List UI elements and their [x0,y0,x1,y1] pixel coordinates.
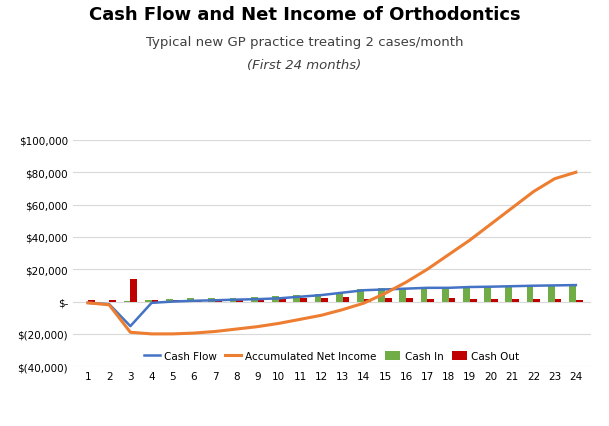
Cash Flow [297,294,304,299]
Bar [512,299,519,302]
Cash Flow [127,324,134,329]
Bar [548,285,555,302]
Bar [449,299,456,302]
Bar [336,293,342,302]
Bar [442,287,449,302]
Cash Flow [509,284,516,289]
Accumulated Net Income [487,222,495,227]
Cash Flow [424,285,431,291]
Bar [109,301,116,302]
Bar [385,299,392,302]
Cash Flow [530,283,537,288]
Bar [187,299,194,302]
Bar [400,288,406,302]
Bar [406,299,413,302]
Legend: Cash Flow, Accumulated Net Income, Cash In, Cash Out: Cash Flow, Accumulated Net Income, Cash … [140,347,524,366]
Bar [88,301,95,302]
Line: Accumulated Net Income: Accumulated Net Income [88,173,576,334]
Bar [491,299,498,302]
Cash Flow [254,297,261,302]
Accumulated Net Income [211,329,219,334]
Accumulated Net Income [509,206,516,211]
Bar [173,300,180,302]
Bar [236,300,243,302]
Bar [230,298,236,302]
Accumulated Net Income [445,253,452,258]
Accumulated Net Income [148,331,155,337]
Accumulated Net Income [84,301,91,306]
Bar [555,299,561,302]
Bar [463,287,470,302]
Accumulated Net Income [318,313,325,318]
Accumulated Net Income [572,170,580,176]
Accumulated Net Income [233,327,240,332]
Bar [428,299,434,302]
Bar [251,297,258,302]
Cash Flow [487,285,495,290]
Bar [152,301,158,302]
Text: Cash Flow and Net Income of Orthodontics: Cash Flow and Net Income of Orthodontics [89,6,520,24]
Bar [130,279,137,302]
Bar [279,299,286,302]
Bar [364,299,370,302]
Cash Flow [84,301,91,306]
Accumulated Net Income [466,238,473,243]
Bar [357,290,364,302]
Accumulated Net Income [551,177,558,182]
Text: Typical new GP practice treating 2 cases/month: Typical new GP practice treating 2 cases… [146,36,463,49]
Bar [314,295,322,302]
Accumulated Net Income [381,291,389,296]
Cash Flow [211,298,219,303]
Accumulated Net Income [360,301,367,306]
Accumulated Net Income [254,324,261,329]
Cash Flow [572,283,580,288]
Accumulated Net Income [275,321,283,326]
Text: (First 24 months): (First 24 months) [247,59,362,72]
Bar [533,299,540,302]
Bar [342,297,350,302]
Bar [272,296,279,302]
Accumulated Net Income [105,302,113,308]
Cash Flow [551,283,558,288]
Cash Flow [191,299,198,304]
Bar [294,295,300,302]
Bar [576,300,583,302]
Bar [421,287,428,302]
Accumulated Net Income [403,280,410,285]
Bar [378,288,385,302]
Line: Cash Flow: Cash Flow [88,285,576,326]
Accumulated Net Income [127,330,134,335]
Bar [194,300,201,302]
Accumulated Net Income [530,190,537,195]
Accumulated Net Income [339,308,346,313]
Cash Flow [339,291,346,296]
Accumulated Net Income [169,331,177,337]
Bar [322,298,328,302]
Cash Flow [360,288,367,293]
Cash Flow [233,297,240,302]
Bar [145,300,152,302]
Cash Flow [318,293,325,298]
Bar [208,298,215,302]
Accumulated Net Income [191,331,198,336]
Accumulated Net Income [297,317,304,322]
Cash Flow [169,299,177,305]
Cash Flow [105,302,113,307]
Cash Flow [445,285,452,291]
Cash Flow [403,286,410,291]
Cash Flow [466,285,473,290]
Bar [166,299,173,302]
Bar [569,285,576,302]
Bar [527,286,533,302]
Bar [215,299,222,302]
Bar [470,299,477,302]
Accumulated Net Income [424,267,431,272]
Bar [484,287,491,302]
Cash Flow [148,301,155,306]
Cash Flow [381,287,389,292]
Bar [505,286,512,302]
Cash Flow [275,296,283,301]
Bar [300,299,307,302]
Bar [258,299,264,302]
